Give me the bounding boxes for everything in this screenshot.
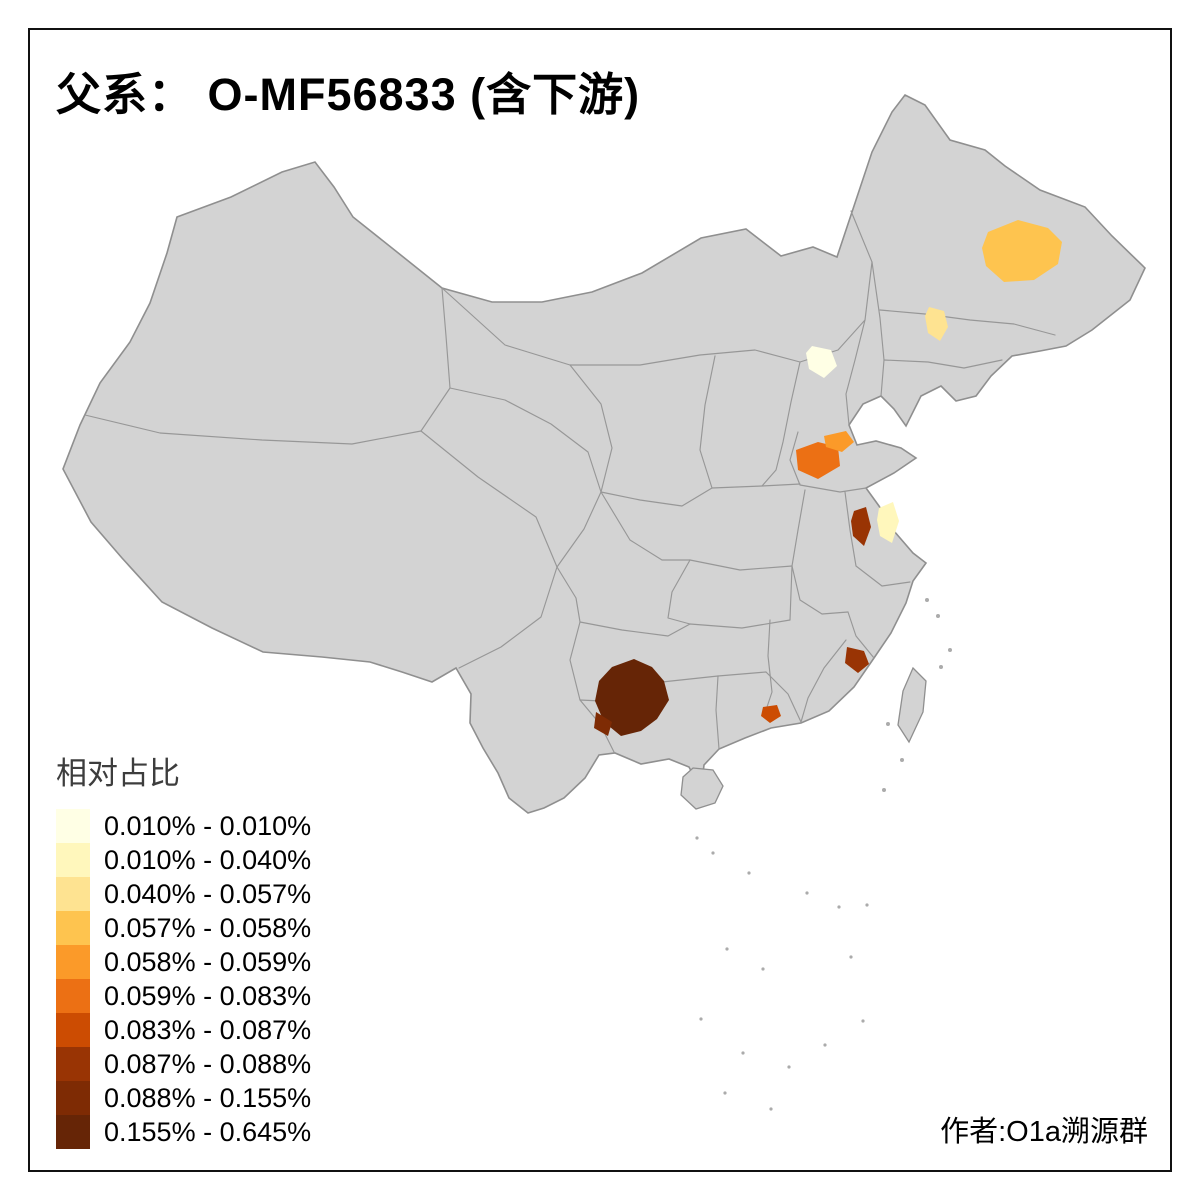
legend-row: 0.057% - 0.058%: [56, 911, 311, 945]
region-patch-shandong-north: [824, 431, 854, 452]
legend-row: 0.155% - 0.645%: [56, 1115, 311, 1149]
legend-row: 0.059% - 0.083%: [56, 979, 311, 1013]
legend-row: 0.040% - 0.057%: [56, 877, 311, 911]
legend-row: 0.087% - 0.088%: [56, 1047, 311, 1081]
legend-row: 0.010% - 0.040%: [56, 843, 311, 877]
legend-row: 0.088% - 0.155%: [56, 1081, 311, 1115]
legend-label: 0.059% - 0.083%: [104, 981, 312, 1011]
legend-swatch: [56, 911, 90, 945]
taiwan-island: [897, 666, 927, 744]
legend: 相对占比 0.010% - 0.010% 0.010% - 0.040% 0.0…: [56, 748, 311, 1149]
legend-swatch: [56, 945, 90, 979]
legend-label: 0.087% - 0.088%: [104, 1049, 312, 1079]
page-title: 父系： O-MF56833 (含下游): [56, 69, 641, 120]
legend-label: 0.155% - 0.645%: [104, 1117, 312, 1147]
legend-swatch: [56, 809, 90, 843]
legend-swatch: [56, 843, 90, 877]
legend-label: 0.010% - 0.040%: [104, 845, 312, 875]
region-patch-guangdong: [761, 705, 781, 723]
legend-row: 0.058% - 0.059%: [56, 945, 311, 979]
province-borders: [84, 210, 1056, 753]
author-credit: 作者:O1a溯源群: [940, 1116, 1148, 1148]
region-patch-yunnan-edge: [594, 712, 612, 736]
region-patch-shandong-west: [796, 442, 840, 479]
legend-label: 0.040% - 0.057%: [104, 879, 312, 909]
region-patch-jiangsu-west: [851, 507, 871, 546]
legend-row: 0.083% - 0.087%: [56, 1013, 311, 1047]
legend-swatch: [56, 1047, 90, 1081]
legend-label: 0.083% - 0.087%: [104, 1015, 312, 1045]
legend-label: 0.057% - 0.058%: [104, 913, 312, 943]
region-patch-fujian: [845, 647, 869, 673]
legend-label: 0.088% - 0.155%: [104, 1083, 312, 1113]
legend-swatch: [56, 1081, 90, 1115]
legend-row: 0.010% - 0.010%: [56, 809, 311, 843]
region-patch-beijing: [806, 346, 837, 378]
legend-title: 相对占比: [56, 756, 180, 791]
legend-swatch: [56, 1013, 90, 1047]
hainan-island: [680, 767, 724, 810]
china-mainland-shape: [62, 93, 1146, 814]
legend-label: 0.058% - 0.059%: [104, 947, 312, 977]
region-patch-yunnan-guizhou: [595, 659, 669, 736]
choropleth-patches: [594, 220, 1062, 736]
legend-swatch: [56, 877, 90, 911]
legend-label: 0.010% - 0.010%: [104, 811, 312, 841]
legend-swatch: [56, 979, 90, 1013]
small-islets: [695, 598, 952, 1111]
region-patch-jiangsu-east: [877, 502, 899, 543]
legend-swatch: [56, 1115, 90, 1149]
region-patch-liaoning: [925, 307, 948, 341]
region-patch-heilongjiang: [982, 220, 1062, 282]
